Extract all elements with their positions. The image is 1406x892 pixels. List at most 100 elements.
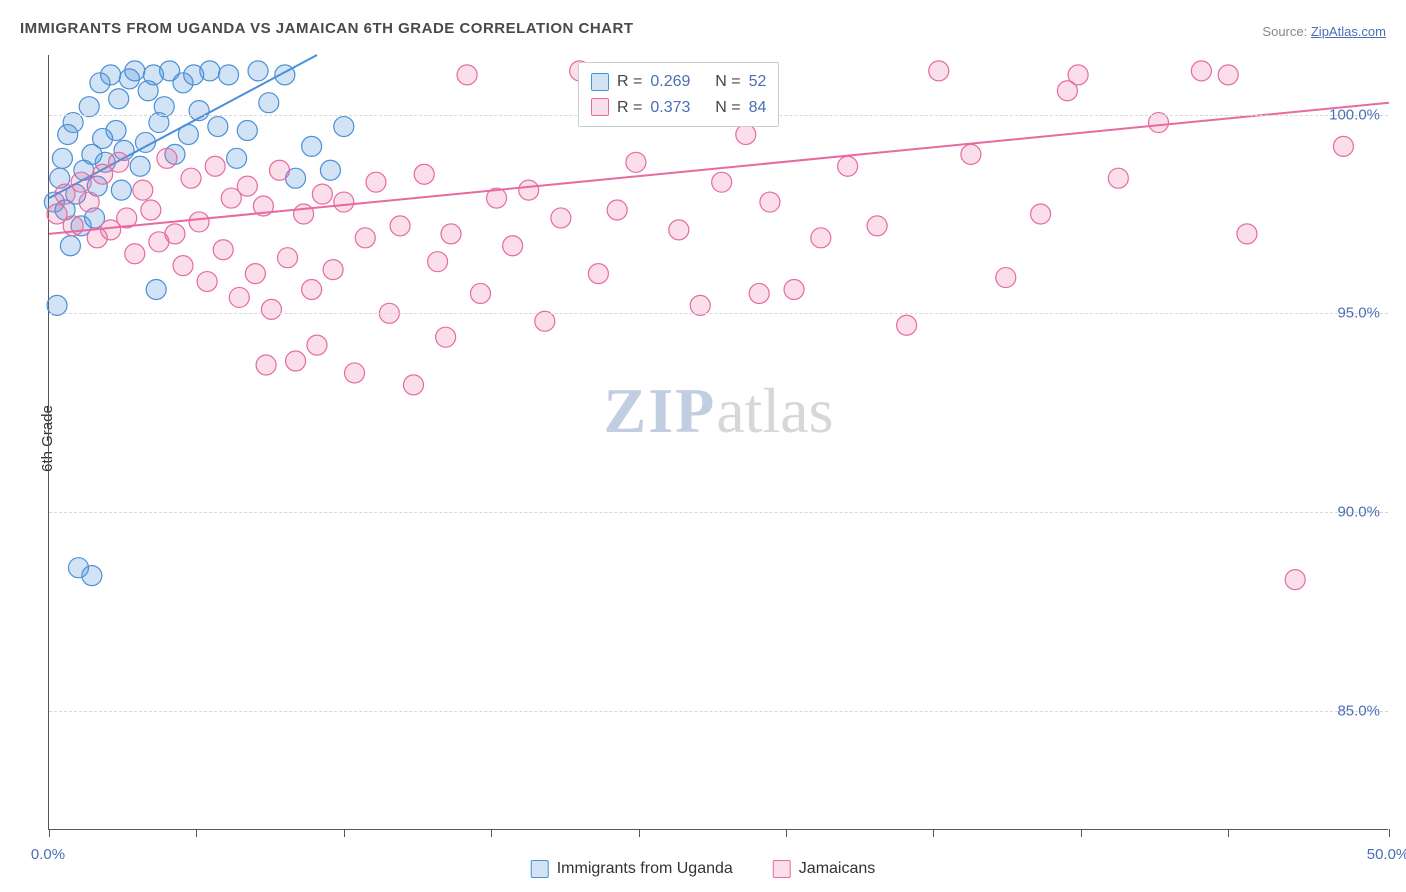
x-tick-label: 50.0%: [1367, 846, 1406, 863]
data-point-jamaica: [269, 160, 289, 180]
swatch-jamaica-icon: [591, 98, 609, 116]
data-point-jamaica: [403, 375, 423, 395]
data-point-jamaica: [1191, 61, 1211, 81]
data-point-uganda: [248, 61, 268, 81]
data-point-jamaica: [261, 299, 281, 319]
data-point-jamaica: [428, 252, 448, 272]
data-point-jamaica: [1218, 65, 1238, 85]
n-label: N =: [715, 69, 740, 95]
y-tick-label: 90.0%: [1337, 504, 1380, 521]
data-point-jamaica: [109, 152, 129, 172]
r-value: 0.373: [650, 95, 690, 121]
data-point-jamaica: [669, 220, 689, 240]
data-point-jamaica: [1285, 570, 1305, 590]
n-value: 84: [749, 95, 767, 121]
source-link[interactable]: ZipAtlas.com: [1311, 24, 1386, 39]
data-point-jamaica: [117, 208, 137, 228]
data-point-uganda: [200, 61, 220, 81]
x-tick: [491, 829, 492, 837]
data-point-jamaica: [286, 351, 306, 371]
data-point-uganda: [237, 121, 257, 141]
data-point-uganda: [106, 121, 126, 141]
data-point-jamaica: [173, 256, 193, 276]
y-tick-label: 100.0%: [1329, 106, 1380, 123]
data-point-jamaica: [355, 228, 375, 248]
data-point-uganda: [259, 93, 279, 113]
data-point-jamaica: [436, 327, 456, 347]
y-tick-label: 85.0%: [1337, 702, 1380, 719]
n-label: N =: [715, 95, 740, 121]
x-tick: [1228, 829, 1229, 837]
gridline: [49, 512, 1388, 513]
data-point-uganda: [130, 156, 150, 176]
data-point-jamaica: [334, 192, 354, 212]
data-point-jamaica: [165, 224, 185, 244]
data-point-jamaica: [626, 152, 646, 172]
correlation-stats-box: R = 0.269 N = 52 R = 0.373 N = 84: [578, 62, 779, 127]
data-point-jamaica: [1057, 81, 1077, 101]
data-point-jamaica: [245, 264, 265, 284]
data-point-uganda: [101, 65, 121, 85]
legend-item-uganda: Immigrants from Uganda: [531, 860, 733, 878]
data-point-jamaica: [1031, 204, 1051, 224]
data-point-uganda: [125, 61, 145, 81]
x-tick: [344, 829, 345, 837]
data-point-uganda: [275, 65, 295, 85]
data-point-uganda: [135, 132, 155, 152]
n-value: 52: [749, 69, 767, 95]
data-point-jamaica: [213, 240, 233, 260]
data-point-jamaica: [838, 156, 858, 176]
r-value: 0.269: [650, 69, 690, 95]
x-tick: [786, 829, 787, 837]
gridline: [49, 711, 1388, 712]
data-point-jamaica: [961, 144, 981, 164]
x-tick: [1389, 829, 1390, 837]
r-label: R =: [617, 95, 642, 121]
data-point-jamaica: [205, 156, 225, 176]
data-point-uganda: [111, 180, 131, 200]
data-point-jamaica: [811, 228, 831, 248]
gridline: [49, 313, 1388, 314]
stat-row-jamaica: R = 0.373 N = 84: [591, 95, 766, 121]
y-tick-label: 95.0%: [1337, 305, 1380, 322]
data-point-jamaica: [79, 192, 99, 212]
data-point-jamaica: [189, 212, 209, 232]
data-point-jamaica: [253, 196, 273, 216]
data-point-uganda: [146, 279, 166, 299]
data-point-jamaica: [294, 204, 314, 224]
data-point-jamaica: [470, 283, 490, 303]
stat-row-uganda: R = 0.269 N = 52: [591, 69, 766, 95]
data-point-jamaica: [712, 172, 732, 192]
data-point-jamaica: [157, 148, 177, 168]
data-point-jamaica: [784, 279, 804, 299]
data-point-jamaica: [197, 272, 217, 292]
data-point-jamaica: [125, 244, 145, 264]
legend-swatch-uganda-icon: [531, 860, 549, 878]
source-label: Source:: [1262, 24, 1307, 39]
data-point-jamaica: [141, 200, 161, 220]
data-point-jamaica: [323, 260, 343, 280]
data-point-jamaica: [278, 248, 298, 268]
data-point-jamaica: [607, 200, 627, 220]
data-point-jamaica: [441, 224, 461, 244]
legend-label: Jamaicans: [799, 860, 875, 878]
x-tick: [196, 829, 197, 837]
data-point-uganda: [60, 236, 80, 256]
data-point-jamaica: [897, 315, 917, 335]
data-point-jamaica: [551, 208, 571, 228]
data-point-jamaica: [345, 363, 365, 383]
data-point-jamaica: [256, 355, 276, 375]
chart-title: IMMIGRANTS FROM UGANDA VS JAMAICAN 6TH G…: [20, 20, 634, 37]
data-point-jamaica: [133, 180, 153, 200]
data-point-jamaica: [867, 216, 887, 236]
data-point-jamaica: [366, 172, 386, 192]
data-point-jamaica: [237, 176, 257, 196]
data-point-jamaica: [487, 188, 507, 208]
data-point-jamaica: [390, 216, 410, 236]
data-point-jamaica: [181, 168, 201, 188]
data-point-uganda: [227, 148, 247, 168]
x-tick-label: 0.0%: [31, 846, 65, 863]
data-point-uganda: [334, 117, 354, 137]
x-tick: [933, 829, 934, 837]
r-label: R =: [617, 69, 642, 95]
